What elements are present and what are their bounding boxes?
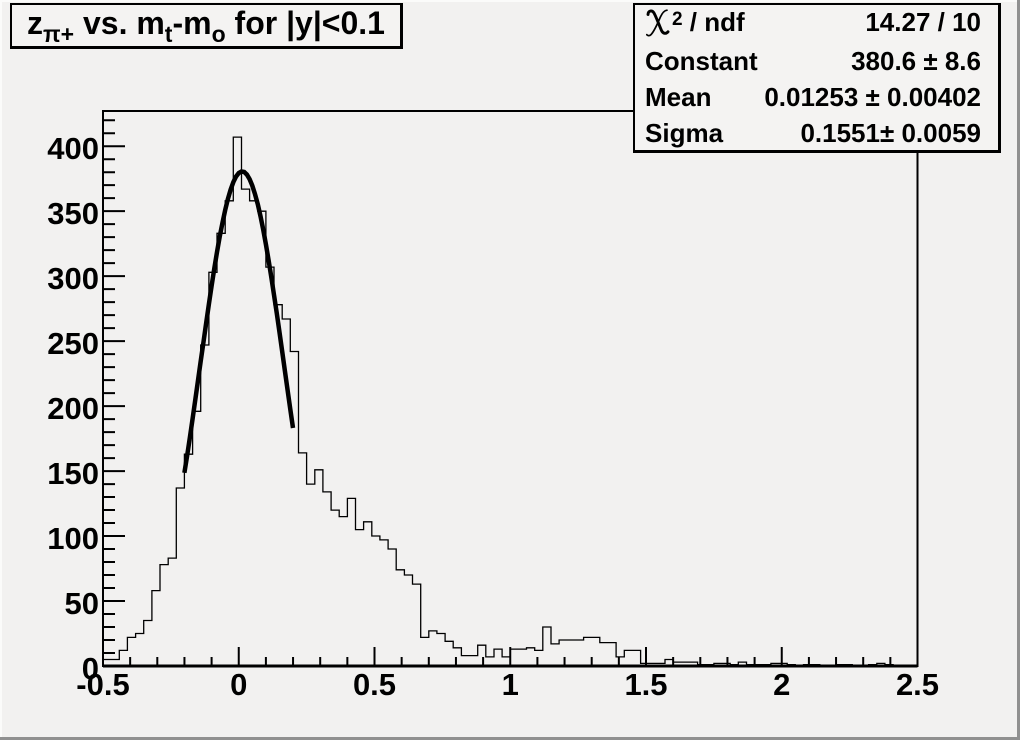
svg-text:200: 200 bbox=[47, 391, 99, 426]
svg-text:2: 2 bbox=[773, 667, 790, 702]
svg-text:0.5: 0.5 bbox=[353, 667, 396, 702]
svg-text:1: 1 bbox=[502, 667, 519, 702]
svg-text:0: 0 bbox=[230, 667, 247, 702]
svg-text:350: 350 bbox=[47, 196, 99, 231]
svg-text:50: 50 bbox=[65, 586, 99, 621]
svg-text:1.5: 1.5 bbox=[624, 667, 667, 702]
svg-text:400: 400 bbox=[47, 131, 99, 166]
svg-text:300: 300 bbox=[47, 261, 99, 296]
svg-text:100: 100 bbox=[47, 521, 99, 556]
svg-text:150: 150 bbox=[47, 456, 99, 491]
svg-text:250: 250 bbox=[47, 326, 99, 361]
svg-text:2.5: 2.5 bbox=[896, 667, 939, 702]
svg-text:0: 0 bbox=[82, 651, 99, 686]
svg-text:-0.5: -0.5 bbox=[76, 667, 129, 702]
